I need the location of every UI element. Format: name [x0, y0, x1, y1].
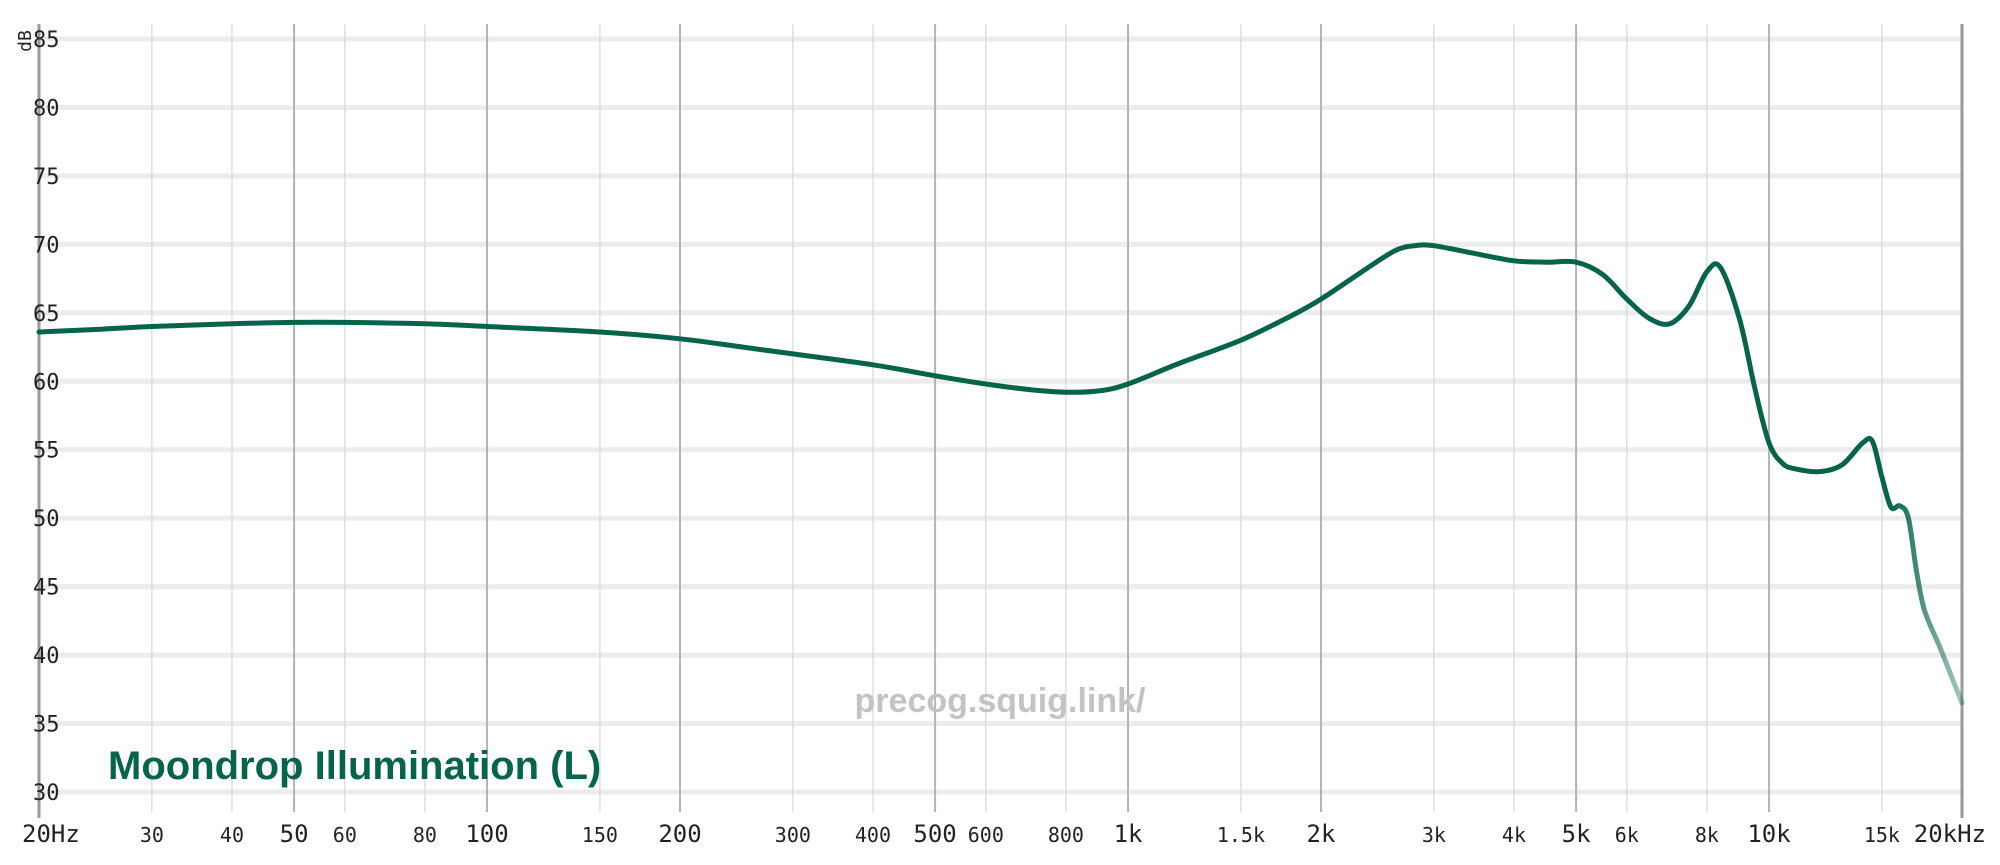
- y-tick-label: 60: [33, 370, 60, 395]
- x-tick-label: 400: [855, 823, 891, 847]
- x-tick-label: 15k: [1864, 823, 1900, 847]
- x-tick-label: 600: [968, 823, 1004, 847]
- x-tick-label: 800: [1048, 823, 1084, 847]
- x-tick-label: 40: [220, 823, 244, 847]
- x-tick-label: 30: [140, 823, 164, 847]
- y-tick-label: 45: [33, 576, 60, 601]
- x-tick-label: 4k: [1502, 823, 1526, 847]
- x-tick-label: 1k: [1114, 820, 1143, 848]
- x-axis-ticks: 20Hz 30 40 50 60 80 100 150 200 300 400 500 600 800 1k…: [22, 820, 1986, 848]
- y-axis-unit-label: dB: [15, 30, 36, 52]
- axes: [37, 24, 1964, 818]
- x-tick-label: 10k: [1747, 820, 1791, 848]
- x-tick-label: 300: [775, 823, 811, 847]
- y-tick-label: 40: [33, 644, 60, 669]
- x-gridlines: [151, 24, 1883, 812]
- x-tick-label: 50: [280, 820, 309, 848]
- x-tick-label: 6k: [1615, 823, 1639, 847]
- y-axis-ticks: 30 35 40 45 50 55 60 65 70 75 80 85: [33, 28, 60, 806]
- y-tick-label: 85: [33, 28, 60, 53]
- x-tick-label: 60: [333, 823, 357, 847]
- y-tick-label: 65: [33, 302, 60, 327]
- x-tick-label: 500: [913, 820, 956, 848]
- series-line: [36, 242, 1965, 706]
- y-tick-label: 50: [33, 507, 60, 532]
- series-layer: [36, 242, 1965, 706]
- x-tick-label: 150: [582, 823, 618, 847]
- y-tick-label: 35: [33, 713, 60, 738]
- y-tick-label: 30: [33, 781, 60, 806]
- x-tick-label: 1.5k: [1217, 823, 1265, 847]
- x-tick-label: 8k: [1695, 823, 1719, 847]
- y-gridlines: [39, 36, 1962, 795]
- x-tick-label: 3k: [1422, 823, 1446, 847]
- y-tick-label: 75: [33, 165, 60, 190]
- x-tick-label: 200: [658, 820, 701, 848]
- y-tick-label: 80: [33, 96, 60, 121]
- y-tick-label: 70: [33, 233, 60, 258]
- x-tick-label: 5k: [1562, 820, 1591, 848]
- series-legend-label: Moondrop Illumination (L): [108, 744, 601, 788]
- watermark: precog.squig.link/: [855, 682, 1146, 720]
- x-tick-label: 20Hz: [22, 820, 80, 848]
- x-tick-label: 20kHz: [1914, 820, 1986, 848]
- x-tick-label: 80: [413, 823, 437, 847]
- x-tick-label: 100: [465, 820, 508, 848]
- x-tick-label: 2k: [1307, 820, 1336, 848]
- y-tick-label: 55: [33, 439, 60, 464]
